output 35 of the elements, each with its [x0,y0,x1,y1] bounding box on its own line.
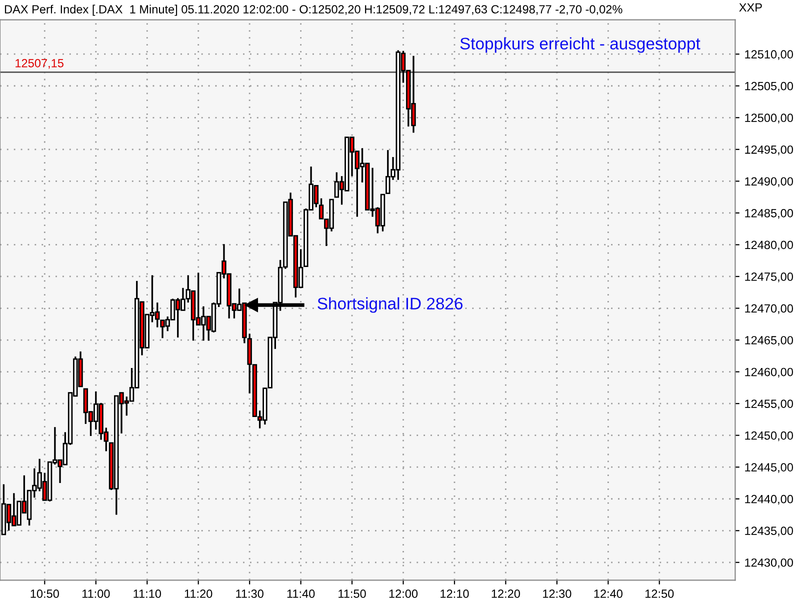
y-tick-label: 12445,00 [745,463,794,473]
x-tick-label: 10:50 [30,590,59,598]
annotation: Shortsignal ID 2826 [318,297,463,313]
y-tick-label: 12490,00 [745,177,794,187]
chart-title: DAX Perf. Index [.DAX 1 Minute] 05.11.2020 12:02:00 - O:12502,20 H:12509,72 L:12497,63 C:12498,77 -2,70 -0,02% [4,4,622,16]
x-tick-label: 11:00 [82,590,110,598]
x-tick-label: 11:30 [236,590,264,598]
x-tick-label: 12:10 [440,590,469,598]
y-tick-label: 12465,00 [745,336,794,346]
y-tick-label: 12450,00 [745,431,794,442]
x-tick-label: 12:20 [492,590,520,598]
x-tick-label: 12:50 [646,590,674,598]
y-tick-label: 12435,00 [745,526,794,536]
ref-line-label: 12507,15 [16,58,64,69]
y-tick-label: 12475,00 [745,272,794,282]
y-tick-label: 12505,00 [745,82,794,92]
y-tick-label: 12470,00 [745,304,794,314]
y-tick-label: 12430,00 [745,558,794,568]
y-tick-label: 12485,00 [745,208,794,219]
y-tick-label: 12495,00 [745,145,794,156]
y-tick-label: 12460,00 [745,368,794,378]
y-tick-label: 12480,00 [745,240,794,251]
y-tick-label: 12440,00 [745,494,794,505]
y-tick-label: 12500,00 [745,114,794,124]
x-tick-label: 11:50 [338,590,366,598]
x-tick-label: 11:40 [287,590,315,598]
x-tick-label: 12:00 [389,590,418,598]
x-tick-label: 12:30 [543,590,572,598]
x-tick-label: 11:20 [184,590,212,598]
y-axis-title: XXP [739,3,762,12]
y-tick-label: 12455,00 [745,400,794,410]
x-tick-label: 12:40 [594,590,622,598]
x-tick-label: 11:10 [134,590,162,598]
y-tick-label: 12510,00 [745,50,794,60]
annotation: Stoppkurs erreicht - ausgestoppt [460,37,700,53]
